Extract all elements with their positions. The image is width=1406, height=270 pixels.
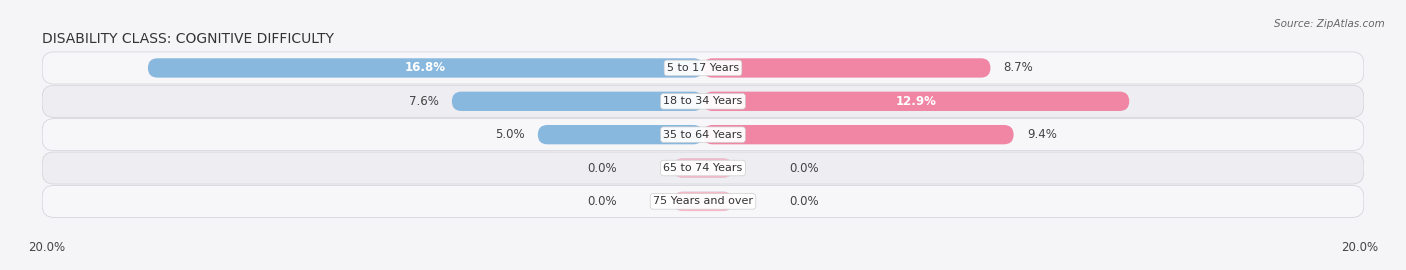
- FancyBboxPatch shape: [42, 52, 1364, 84]
- FancyBboxPatch shape: [148, 58, 703, 77]
- Text: 9.4%: 9.4%: [1026, 128, 1057, 141]
- FancyBboxPatch shape: [673, 192, 733, 211]
- FancyBboxPatch shape: [42, 119, 1364, 151]
- Text: 0.0%: 0.0%: [789, 195, 818, 208]
- Text: 5.0%: 5.0%: [495, 128, 524, 141]
- FancyBboxPatch shape: [673, 192, 733, 211]
- Text: 35 to 64 Years: 35 to 64 Years: [664, 130, 742, 140]
- FancyBboxPatch shape: [703, 92, 1129, 111]
- Text: 0.0%: 0.0%: [588, 161, 617, 174]
- Text: DISABILITY CLASS: COGNITIVE DIFFICULTY: DISABILITY CLASS: COGNITIVE DIFFICULTY: [42, 32, 335, 46]
- Text: 65 to 74 Years: 65 to 74 Years: [664, 163, 742, 173]
- Text: 18 to 34 Years: 18 to 34 Years: [664, 96, 742, 106]
- FancyBboxPatch shape: [42, 152, 1364, 184]
- Text: 0.0%: 0.0%: [588, 195, 617, 208]
- Text: 0.0%: 0.0%: [789, 161, 818, 174]
- Text: 20.0%: 20.0%: [28, 241, 65, 254]
- FancyBboxPatch shape: [451, 92, 703, 111]
- FancyBboxPatch shape: [673, 158, 733, 178]
- Text: 5 to 17 Years: 5 to 17 Years: [666, 63, 740, 73]
- Text: 75 Years and over: 75 Years and over: [652, 196, 754, 206]
- FancyBboxPatch shape: [703, 125, 1014, 144]
- FancyBboxPatch shape: [673, 158, 733, 178]
- Text: 16.8%: 16.8%: [405, 62, 446, 75]
- FancyBboxPatch shape: [42, 185, 1364, 217]
- Text: Source: ZipAtlas.com: Source: ZipAtlas.com: [1274, 19, 1385, 29]
- FancyBboxPatch shape: [42, 85, 1364, 117]
- Text: 8.7%: 8.7%: [1004, 62, 1033, 75]
- Text: 20.0%: 20.0%: [1341, 241, 1378, 254]
- FancyBboxPatch shape: [703, 58, 990, 77]
- Text: 12.9%: 12.9%: [896, 95, 936, 108]
- FancyBboxPatch shape: [537, 125, 703, 144]
- Text: 7.6%: 7.6%: [409, 95, 439, 108]
